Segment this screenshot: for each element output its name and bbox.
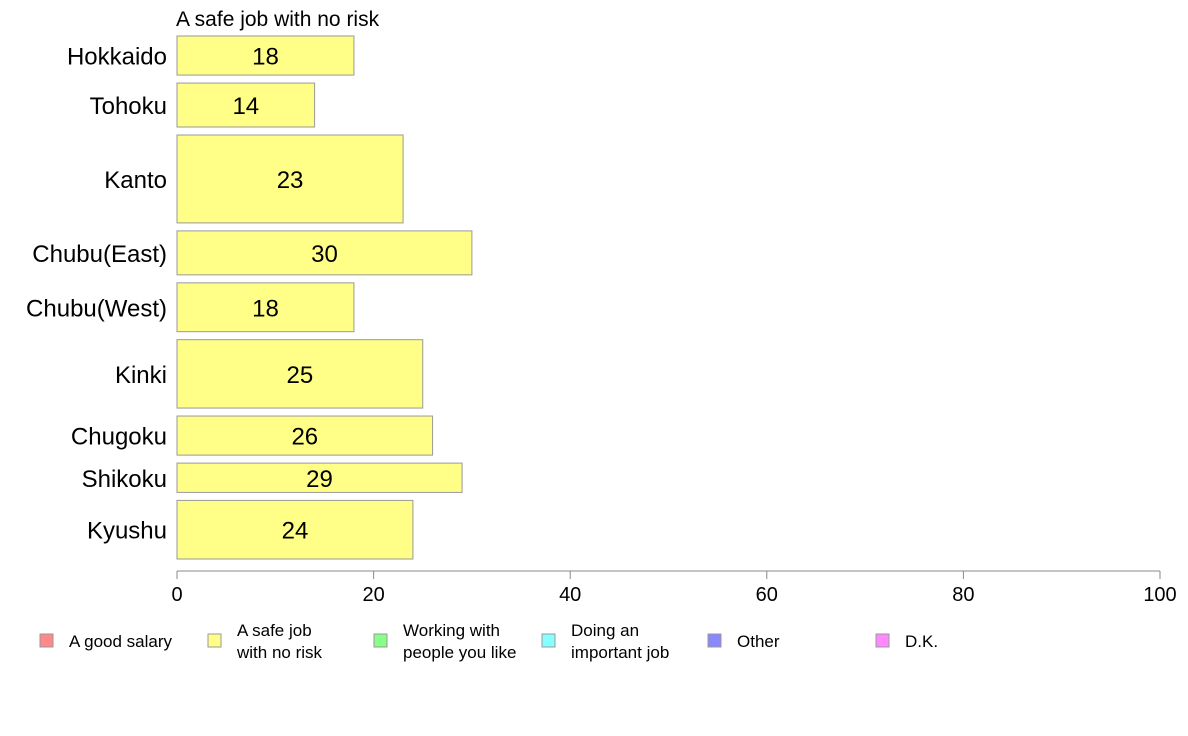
value-label-chubu-east: 30 (311, 241, 338, 268)
category-label-kyushu: Kyushu (87, 518, 167, 545)
category-label-chugoku: Chugoku (71, 424, 167, 451)
category-labels: Hokkaido Tohoku Kanto Chubu(East) Chubu(West… (26, 44, 167, 545)
bars-layer: 18 14 23 30 18 25 26 29 24 (176, 35, 473, 560)
legend-swatch-doing-an-important-job (541, 633, 556, 648)
chart-title: A safe job with no risk (176, 8, 380, 31)
bar-kyushu (176, 499, 414, 560)
x-tick-label-100: 100 (1143, 584, 1176, 606)
bar-chubu-west (176, 282, 355, 333)
bar-hokkaido (176, 35, 355, 76)
legend-label-doing-an-important-job: Doing an important job (571, 621, 669, 662)
value-label-kanto: 23 (277, 167, 304, 194)
bar-kanto (176, 134, 404, 224)
x-tick-label-20: 20 (362, 584, 384, 606)
bar-shikoku (176, 462, 463, 493)
x-axis: 0 20 40 60 80 100 (171, 570, 1177, 606)
x-tick-label-40: 40 (559, 584, 581, 606)
bar-kinki (176, 339, 424, 409)
category-label-chubu-east: Chubu(East) (32, 241, 167, 268)
value-label-shikoku: 29 (306, 466, 333, 493)
legend-label-other: Other (737, 632, 780, 651)
legend-label-d-k: D.K. (905, 632, 938, 651)
bar-chugoku (176, 415, 434, 456)
category-label-tohoku: Tohoku (90, 93, 167, 120)
x-tick-label-0: 0 (171, 584, 182, 606)
value-label-kinki: 25 (287, 362, 314, 389)
x-tick-label-60: 60 (756, 584, 778, 606)
category-label-chubu-west: Chubu(West) (26, 295, 167, 322)
value-label-hokkaido: 18 (252, 44, 279, 71)
legend: A good salary A safe job with no risk Worki… (39, 621, 938, 662)
bar-chubu-east (176, 230, 473, 276)
value-label-chugoku: 26 (291, 424, 318, 451)
legend-label-a-safe-job-with-no-risk: A safe job with no risk (236, 621, 323, 662)
legend-swatch-working-with-people-you-like (373, 633, 388, 648)
value-label-tohoku: 14 (232, 93, 259, 120)
value-label-chubu-west: 18 (252, 295, 279, 322)
x-tick-label-80: 80 (952, 584, 974, 606)
value-label-kyushu: 24 (282, 518, 309, 545)
legend-swatch-other (707, 633, 722, 648)
bar-tohoku (176, 82, 316, 128)
category-label-kanto: Kanto (104, 167, 167, 194)
category-label-kinki: Kinki (115, 362, 167, 389)
legend-swatch-a-safe-job-with-no-risk (207, 633, 222, 648)
legend-label-a-good-salary: A good salary (69, 632, 173, 651)
category-label-shikoku: Shikoku (82, 466, 167, 493)
legend-label-working-with-people-you-like: Working with people you like (403, 621, 516, 662)
legend-swatch-a-good-salary (39, 633, 54, 648)
legend-swatch-d-k (875, 633, 890, 648)
category-label-hokkaido: Hokkaido (67, 44, 167, 71)
